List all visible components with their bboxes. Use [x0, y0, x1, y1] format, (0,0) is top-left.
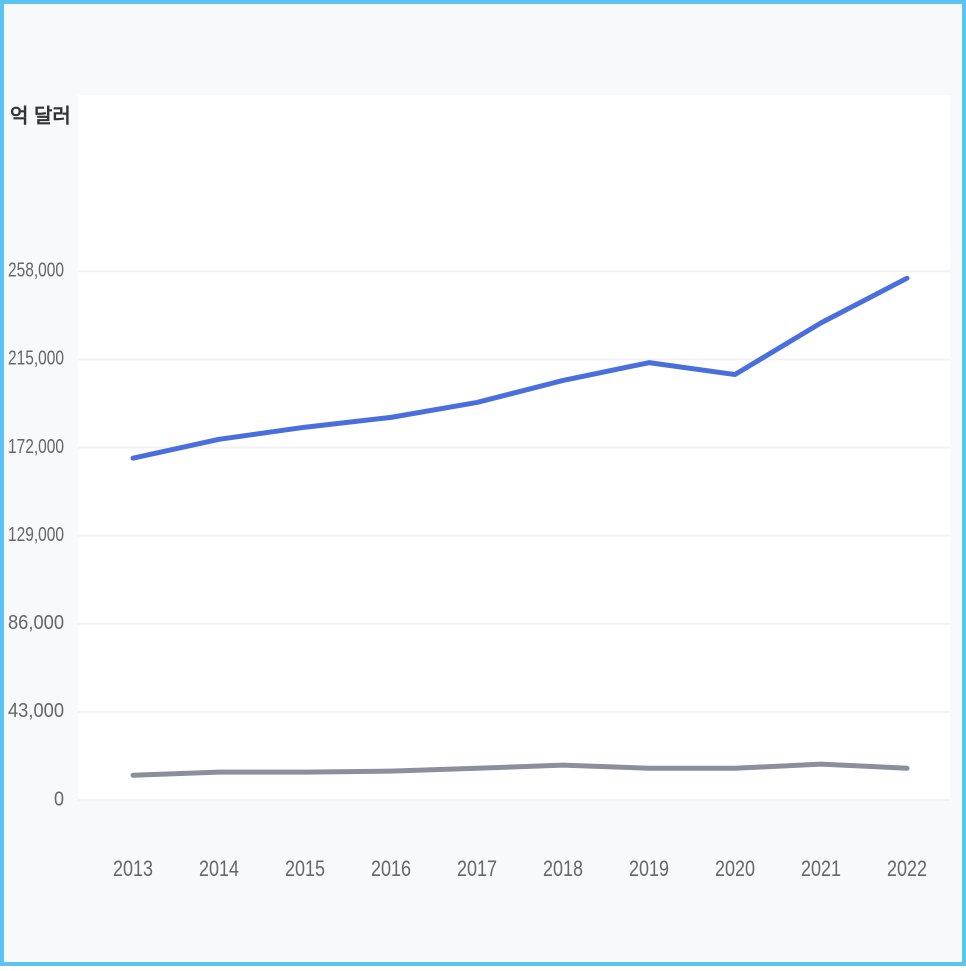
x-tick-label: 2013 [113, 856, 153, 881]
y-tick-label: 129,000 [8, 524, 64, 546]
x-tick-label: 2020 [715, 856, 755, 881]
y-axis-label: 억 달러 [10, 104, 71, 127]
x-tick-label: 2014 [199, 856, 239, 881]
x-tick-label: 2016 [371, 856, 411, 881]
y-tick-label: 86,000 [8, 612, 64, 634]
x-tick-label: 2022 [887, 856, 927, 881]
x-tick-label: 2019 [629, 856, 669, 881]
y-tick-label: 43,000 [8, 700, 64, 722]
y-tick-label: 0 [54, 788, 64, 810]
series-line [130, 761, 910, 778]
x-tick-label: 2018 [543, 856, 583, 881]
series-line [130, 275, 910, 461]
y-tick-label: 215,000 [8, 348, 64, 370]
x-tick-label: 2015 [285, 856, 325, 881]
y-tick-label: 172,000 [8, 436, 64, 458]
y-tick-label: 258,000 [8, 260, 64, 282]
x-tick-label: 2021 [801, 856, 841, 881]
x-tick-label: 2017 [457, 856, 497, 881]
